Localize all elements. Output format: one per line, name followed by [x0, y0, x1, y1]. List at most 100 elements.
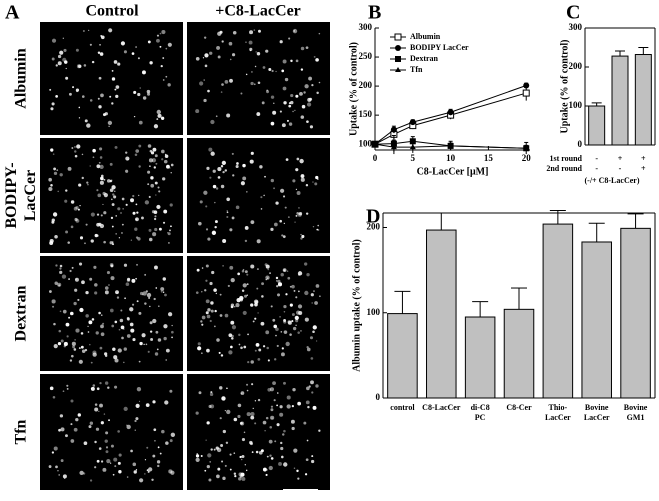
legend-label: Albumin	[410, 32, 441, 41]
speckle	[115, 215, 117, 217]
speckle	[313, 55, 316, 58]
speckle	[149, 165, 151, 167]
speckle	[305, 183, 309, 187]
speckle	[296, 212, 300, 215]
speckle	[169, 439, 173, 443]
bar	[464, 316, 496, 399]
speckle	[99, 403, 103, 408]
speckle	[202, 57, 205, 59]
speckle	[80, 345, 84, 349]
speckle	[305, 46, 309, 50]
speckle	[114, 190, 116, 192]
speckle	[139, 341, 143, 346]
speckle	[225, 441, 229, 444]
speckle	[95, 331, 99, 335]
legend-marker	[395, 67, 401, 72]
speckle	[103, 211, 107, 215]
speckle	[131, 52, 135, 55]
speckle	[104, 381, 109, 385]
speckle	[269, 454, 272, 457]
speckle	[111, 102, 114, 105]
speckle	[203, 36, 207, 39]
speckle	[237, 272, 241, 276]
speckle	[269, 425, 273, 429]
speckle	[241, 437, 246, 442]
speckle	[283, 320, 287, 324]
speckle	[261, 101, 265, 105]
speckle	[257, 398, 261, 402]
speckle	[203, 190, 208, 195]
speckle	[136, 387, 142, 392]
speckle	[237, 414, 241, 418]
speckle	[49, 290, 52, 293]
speckle	[102, 203, 104, 206]
speckle	[67, 166, 72, 171]
speckle	[98, 311, 101, 315]
speckle	[281, 234, 284, 237]
speckle	[98, 105, 102, 109]
speckle	[232, 30, 237, 35]
speckle	[228, 333, 233, 338]
speckle	[59, 50, 64, 55]
speckle	[133, 90, 137, 94]
speckle	[103, 178, 106, 181]
speckle	[277, 282, 283, 287]
x-tick-label: Thio-	[549, 403, 568, 412]
speckle	[216, 447, 222, 453]
speckle	[169, 389, 173, 393]
speckle	[230, 320, 235, 325]
speckle	[116, 296, 120, 299]
speckle	[204, 469, 207, 472]
speckle	[109, 179, 113, 183]
speckle	[242, 176, 247, 181]
speckle	[213, 288, 217, 292]
speckle	[200, 320, 203, 323]
speckle	[250, 415, 255, 420]
speckle	[138, 194, 140, 197]
speckle	[171, 324, 173, 327]
point	[522, 89, 530, 97]
speckle	[147, 92, 151, 96]
speckle	[156, 118, 159, 120]
bar	[611, 55, 629, 146]
speckle	[249, 159, 254, 164]
speckle	[212, 184, 217, 189]
speckle	[113, 60, 118, 64]
bar	[581, 241, 612, 399]
speckle	[72, 345, 75, 349]
point	[447, 142, 454, 148]
speckle	[99, 164, 104, 170]
speckle	[315, 284, 320, 288]
speckle	[283, 429, 286, 433]
speckle	[100, 93, 104, 98]
speckle	[155, 194, 157, 196]
x-tick-label: 0	[373, 153, 378, 163]
speckle	[244, 464, 246, 466]
speckle	[272, 381, 276, 386]
speckle	[111, 198, 113, 201]
speckle	[92, 384, 96, 387]
speckle	[262, 420, 267, 425]
speckle	[242, 163, 246, 168]
speckle	[100, 34, 103, 37]
speckle	[89, 43, 92, 46]
speckle	[60, 339, 64, 343]
speckle	[270, 415, 275, 420]
speckle	[162, 57, 165, 59]
speckle	[201, 315, 206, 320]
speckle	[273, 324, 278, 329]
speckle	[125, 156, 130, 161]
speckle	[130, 198, 135, 203]
bar	[588, 105, 606, 146]
speckle	[160, 116, 165, 120]
speckle	[228, 41, 233, 46]
speckle	[123, 361, 125, 364]
speckle	[102, 467, 107, 472]
speckle	[109, 95, 112, 98]
speckle	[105, 431, 109, 435]
speckle	[262, 467, 267, 472]
speckle	[100, 332, 105, 337]
speckle	[50, 107, 54, 111]
speckle	[155, 287, 158, 289]
